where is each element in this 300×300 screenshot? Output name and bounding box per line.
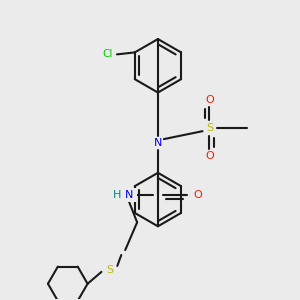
Text: Cl: Cl: [103, 50, 113, 59]
Text: H: H: [113, 190, 121, 200]
Text: O: O: [193, 190, 202, 200]
Text: O: O: [205, 151, 214, 161]
Text: N: N: [125, 190, 134, 200]
Text: N: N: [154, 138, 162, 148]
FancyBboxPatch shape: [110, 188, 137, 202]
Text: O: O: [205, 95, 214, 106]
Text: S: S: [206, 123, 213, 133]
Text: S: S: [106, 265, 113, 275]
